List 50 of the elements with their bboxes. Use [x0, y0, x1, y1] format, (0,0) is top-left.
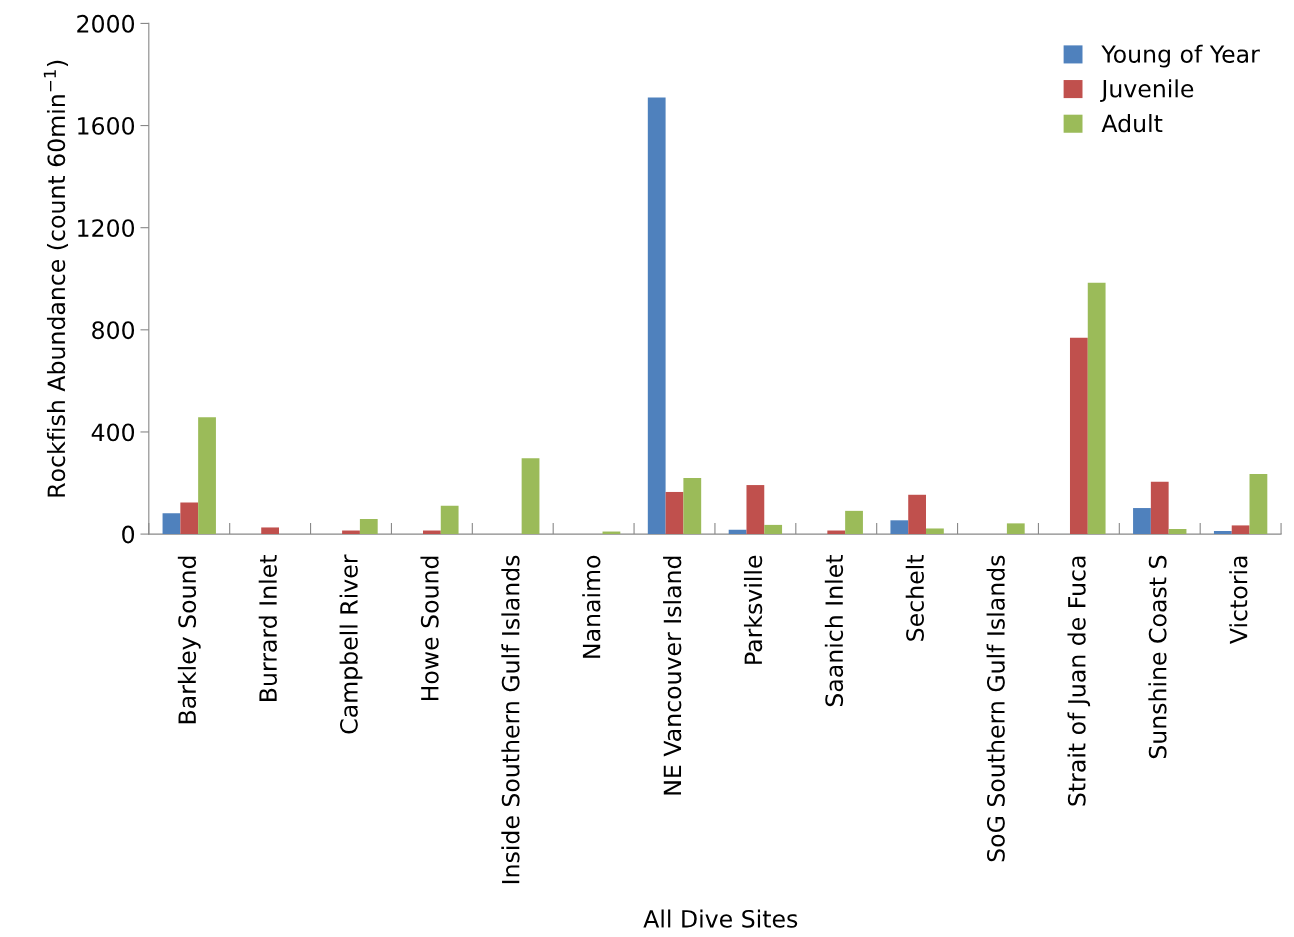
- bar: [1087, 282, 1106, 535]
- x-tick-label: Campbell River: [339, 554, 363, 734]
- bar: [1069, 337, 1088, 535]
- bar: [162, 513, 181, 535]
- x-tick-label: Inside Southern Gulf Islands: [501, 555, 520, 884]
- x-tick-label: NE Vancouver Island: [663, 556, 682, 795]
- x-tick-label: Burrard Inlet: [258, 555, 277, 701]
- bar: [1150, 481, 1169, 535]
- bar: [683, 477, 702, 535]
- x-axis-title: All Dive Sites: [643, 909, 798, 928]
- y-tick-label: 0: [122, 525, 135, 544]
- x-tick-label: Sechelt: [905, 555, 924, 641]
- legend-label: Adult: [1101, 113, 1163, 133]
- bar: [845, 510, 863, 535]
- bar: [764, 524, 783, 535]
- x-tick-label: Nanaimo: [582, 555, 601, 658]
- x-tick-label: Saanich Inlet: [824, 555, 844, 707]
- bar: [359, 519, 378, 535]
- legend-label: Young of Year: [1101, 44, 1260, 68]
- y-tick-label: 2000: [77, 14, 135, 33]
- bar: [1249, 474, 1268, 535]
- y-axis-title: Rockfish Abundance (count 60min$^{−1}$): [43, 60, 69, 497]
- y-tick-label: 400: [91, 423, 135, 442]
- x-tick-label: Barkley Sound: [177, 556, 201, 724]
- bar: [1213, 531, 1232, 535]
- y-tick-label: 800: [92, 321, 135, 340]
- legend-label: Juvenile: [1100, 79, 1194, 102]
- y-tick-label: 1600: [78, 117, 135, 135]
- x-tick-label: SoG Southern Gulf Islands: [986, 555, 1005, 862]
- bar: [665, 491, 684, 535]
- bar: [198, 417, 216, 535]
- bar: [926, 528, 944, 535]
- bar: [647, 97, 666, 535]
- x-tick-label: Parksville: [743, 555, 763, 664]
- x-tick-label: Howe Sound: [420, 556, 439, 701]
- bar: [1231, 525, 1250, 535]
- bar: [1168, 528, 1187, 535]
- bar: [1006, 523, 1025, 535]
- bar: [1133, 508, 1151, 535]
- x-tick-label: Victoria: [1229, 556, 1248, 644]
- bar: [890, 520, 909, 535]
- bar: [261, 527, 280, 535]
- bar: [746, 485, 765, 535]
- x-tick-label: Sunshine Coast S: [1148, 555, 1167, 759]
- bar: [521, 458, 540, 535]
- bar: [440, 505, 459, 535]
- bar: [908, 494, 927, 535]
- bar: [180, 502, 199, 535]
- x-tick-label: Strait of Juan de Fuca: [1067, 556, 1091, 806]
- y-tick-label: 1200: [78, 219, 135, 237]
